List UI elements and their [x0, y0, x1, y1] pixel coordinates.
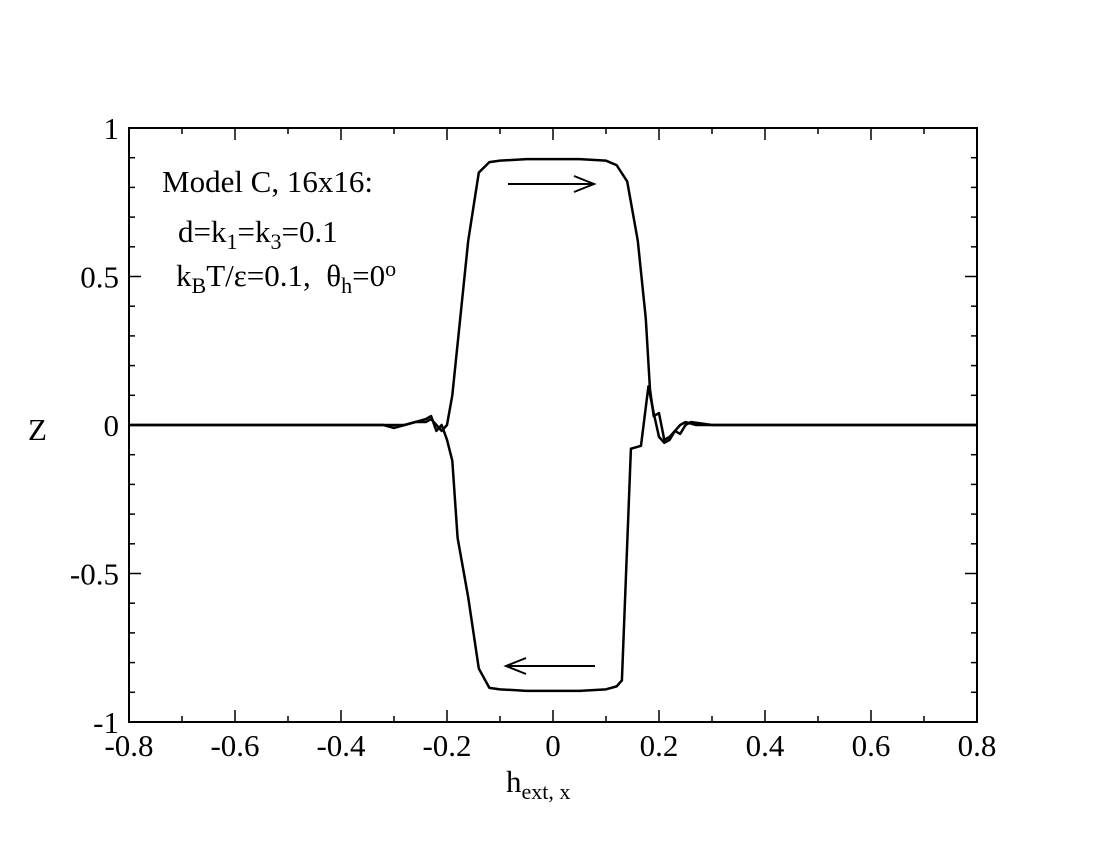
- x-tick-label: 0.8: [958, 728, 997, 763]
- x-tick-label: -0.8: [104, 728, 153, 763]
- annotation-part: =k: [237, 214, 270, 249]
- annotation: kBT/ε=0.1, θh=0o: [176, 256, 396, 297]
- x-tick-label: 0.2: [640, 728, 679, 763]
- annotation-part: =0: [352, 258, 385, 293]
- y-tick-label: 0.5: [80, 260, 119, 295]
- annotation-part: h: [341, 273, 352, 298]
- arrow-head: [503, 657, 527, 675]
- annotation-part: Model C, 16x16:: [162, 164, 373, 199]
- x-tick-label: 0: [545, 728, 561, 763]
- annotation-part: 3: [270, 229, 281, 254]
- arrow-head: [573, 175, 597, 193]
- x-tick-label: -0.6: [210, 728, 259, 763]
- x-tick-label: 0.6: [852, 728, 891, 763]
- x-axis-label: hext, x: [506, 764, 570, 804]
- y-tick-label: -1: [93, 705, 119, 740]
- annotation-part: 1: [226, 229, 237, 254]
- data-line: [129, 385, 977, 693]
- annotation: d=k1=k3=0.1: [178, 214, 338, 254]
- arrow: [503, 657, 595, 675]
- annotation-part: B: [192, 273, 207, 298]
- y-tick-label: -0.5: [70, 557, 119, 592]
- y-tick-label: 0: [104, 408, 120, 443]
- annotation-part: d=k: [178, 214, 227, 249]
- x-axis-label-part: ext, x: [522, 779, 571, 804]
- x-tick-label: 0.4: [746, 728, 785, 763]
- y-tick-label: 1: [104, 111, 120, 146]
- annotation-part: =0.1: [281, 214, 337, 249]
- x-tick-label: -0.2: [422, 728, 471, 763]
- y-axis-label: Z: [28, 412, 47, 447]
- annotation-part: o: [385, 256, 396, 281]
- x-axis-label-part: h: [506, 764, 522, 799]
- annotation-part: k: [176, 258, 192, 293]
- arrow: [508, 175, 597, 193]
- x-tick-label: -0.4: [316, 728, 366, 763]
- annotation: Model C, 16x16:: [162, 164, 373, 199]
- annotation-part: T/ε=0.1, θ: [206, 258, 341, 293]
